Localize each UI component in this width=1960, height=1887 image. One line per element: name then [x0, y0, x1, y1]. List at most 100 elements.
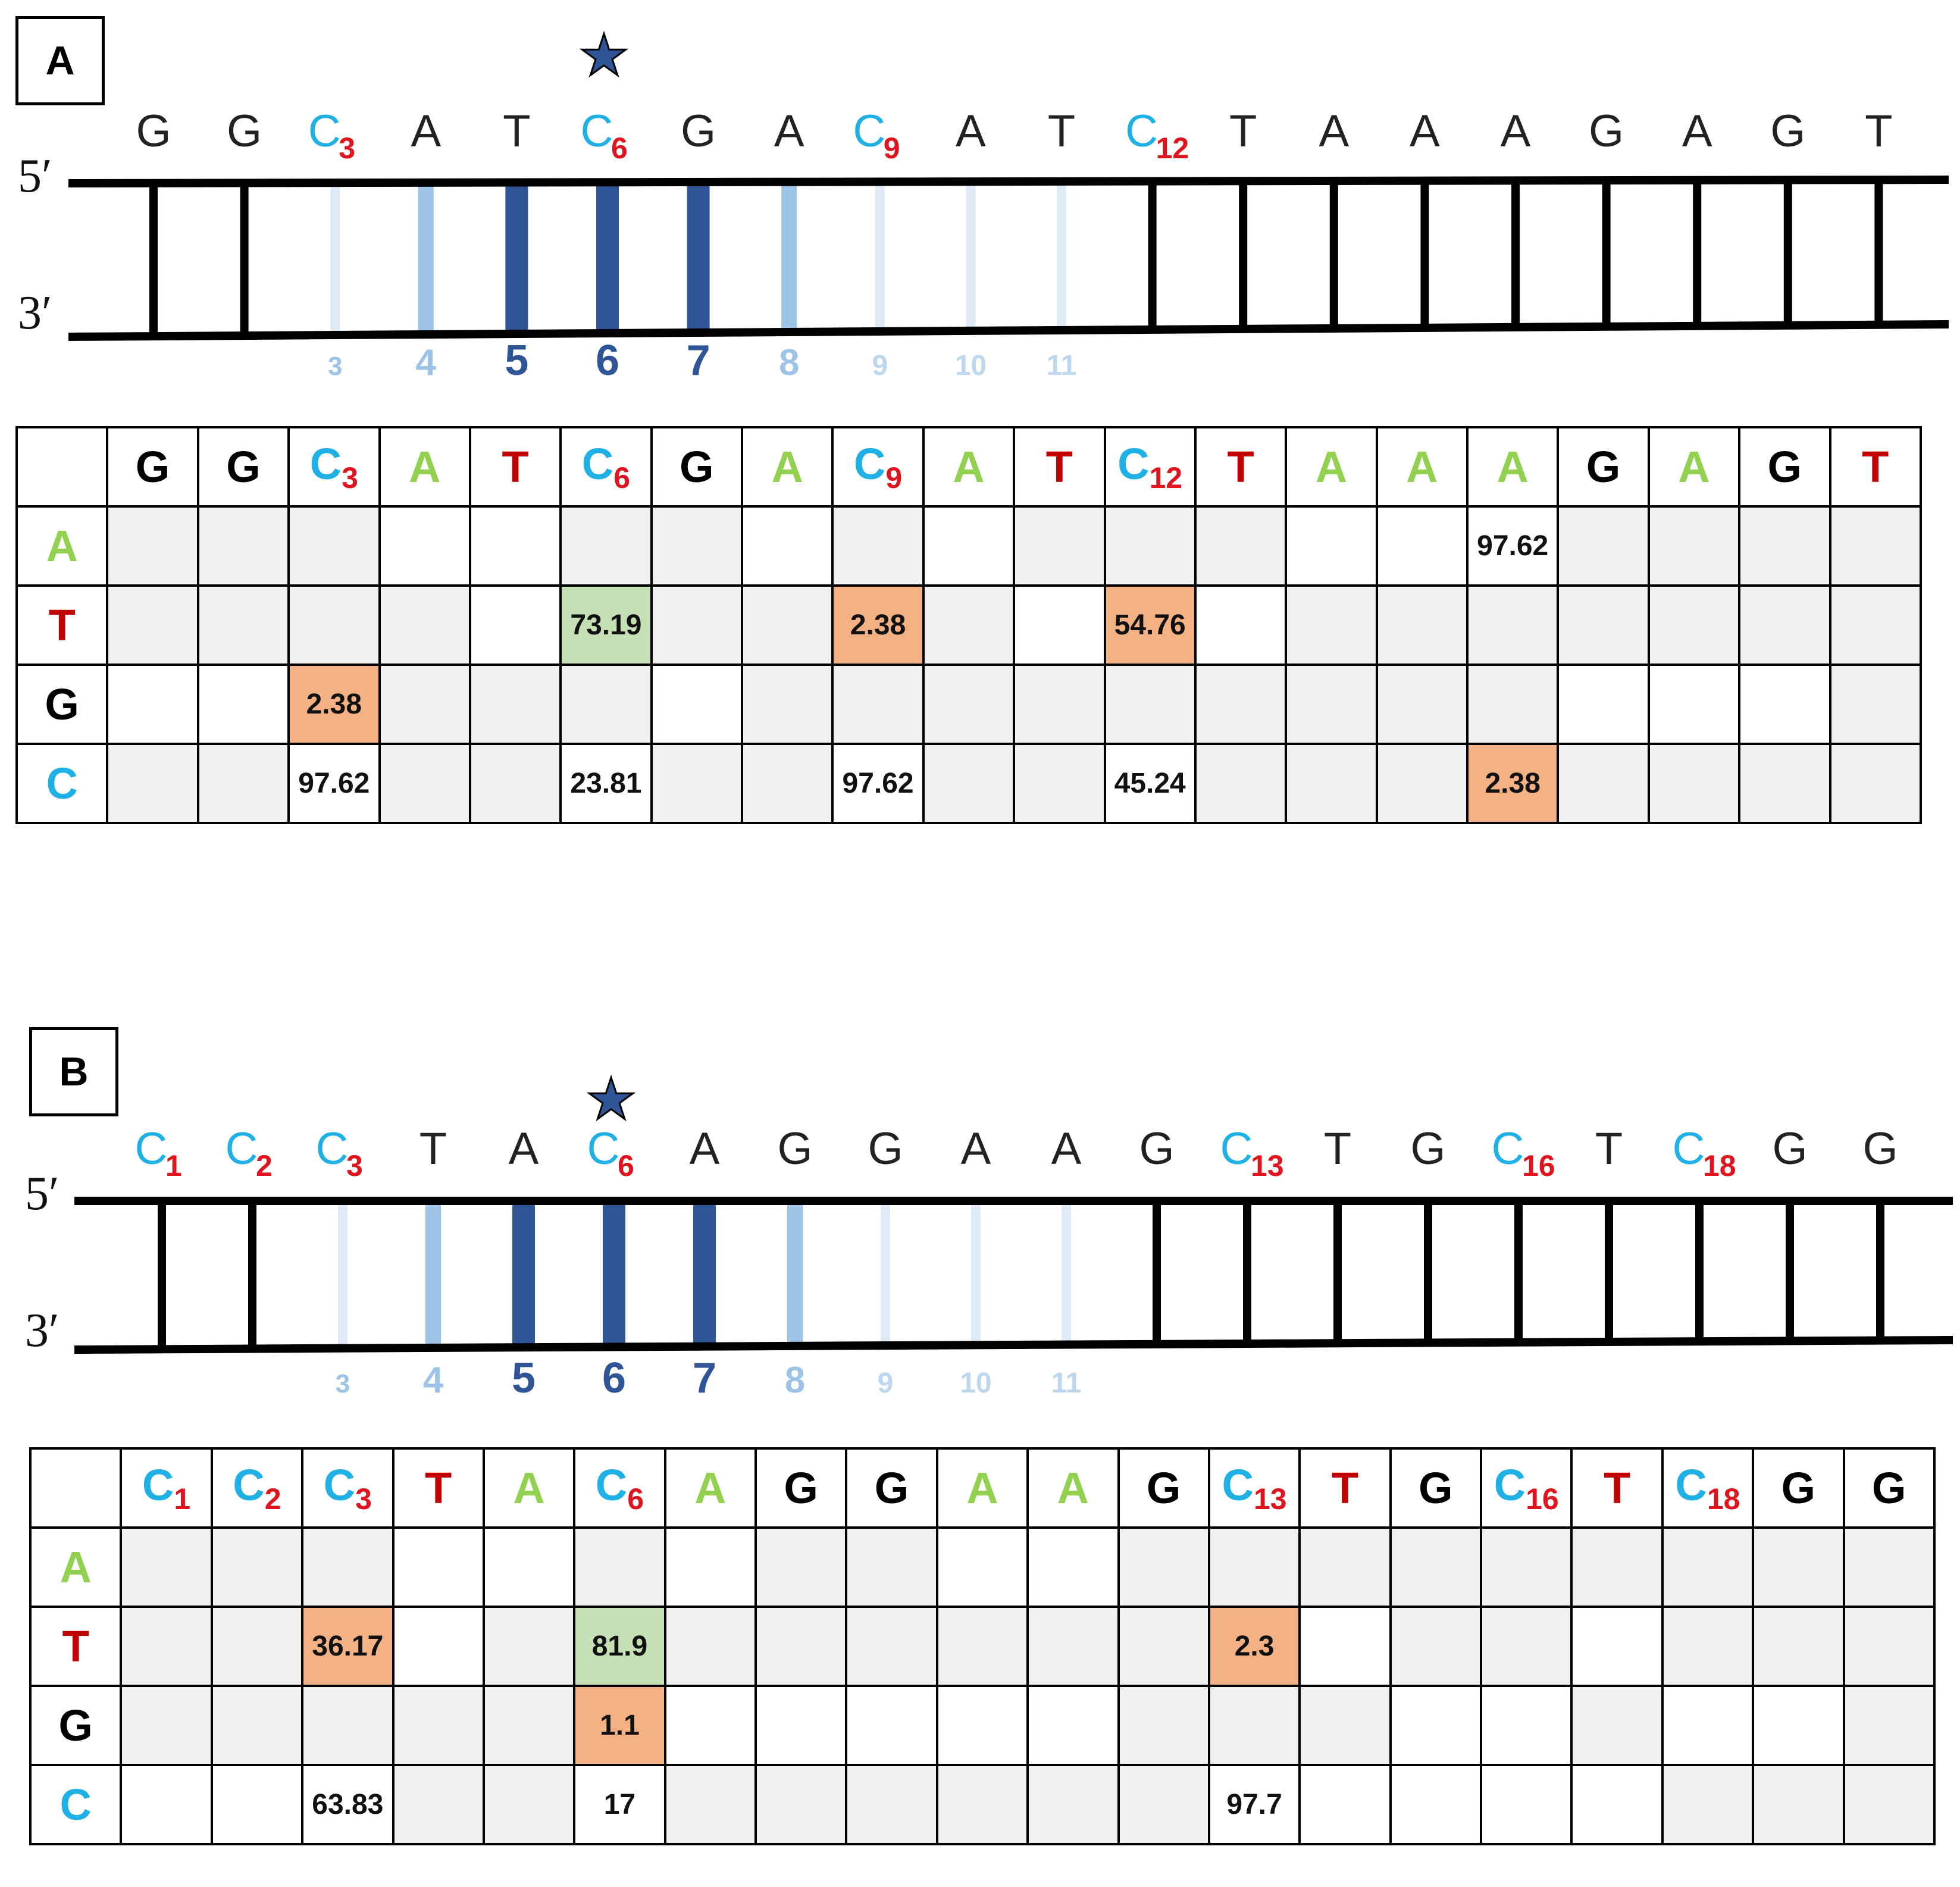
table-cell: [482, 1526, 576, 1608]
table-cell: [845, 1606, 938, 1687]
table-cell: [740, 743, 834, 824]
table-cell: [754, 1764, 848, 1845]
table-cell: [663, 1606, 757, 1687]
table-cell: [1194, 664, 1288, 745]
column-base: G: [135, 442, 170, 492]
table-cell: [287, 505, 381, 587]
base-subscript: 6: [611, 132, 628, 165]
column-header: C6: [559, 426, 653, 508]
position-number: 11: [1047, 350, 1077, 381]
table-cell: [935, 1526, 1029, 1608]
position-number: 4: [416, 342, 437, 383]
table-cell: [1570, 1526, 1664, 1608]
sequence-base: A: [1410, 106, 1440, 157]
panel-b: B ★ 5′ 3′ C 1 C 2 C 3 T A C 6 A G G A A G C 13 T G C 16 T C 18 G G 3 4…: [0, 1012, 1960, 1887]
table-cell: [1752, 1764, 1845, 1845]
dna-duplex-diagram: 5′3′C1 C2 C3 T A C6 A G G A A G C13 T G C16 T C18 G G3 4 5 6 7 8…: [25, 1124, 1953, 1402]
sequence-base: G: [1770, 106, 1805, 157]
column-header: C9: [831, 426, 925, 508]
table-row: C 97.62 23.81 97.62 45.24 2.38: [15, 743, 1922, 824]
table-cell: [1117, 1685, 1210, 1766]
table-cell: [754, 1526, 848, 1608]
table-cell: [287, 584, 381, 666]
table-cell: [1375, 505, 1469, 587]
table-cell: [845, 1685, 938, 1766]
table-cell: [210, 1526, 304, 1608]
sequence-base: G: [1410, 1124, 1445, 1174]
column-base: A: [1315, 442, 1348, 492]
position-number: 3: [336, 1369, 350, 1398]
row-header: G: [15, 664, 109, 745]
table-cell: [1661, 1606, 1755, 1687]
table-cell: [1829, 743, 1922, 824]
cell-value: 97.62: [842, 768, 914, 799]
position-number: 3: [328, 352, 342, 381]
column-header: A: [922, 426, 1016, 508]
table-cell: [935, 1606, 1029, 1687]
star-marker-icon: ★: [577, 24, 630, 87]
sequence-base: T: [1048, 106, 1075, 157]
column-header: A: [1466, 426, 1560, 508]
sequence-base: A: [1319, 106, 1349, 157]
table-cell: 81.9: [573, 1606, 666, 1687]
table-cell: [120, 1685, 213, 1766]
table-cell: [1466, 664, 1560, 745]
table-cell: [1479, 1606, 1573, 1687]
table-cell: [210, 1764, 304, 1845]
table-header-row: C1 C2 C3 T A C6 A G G A A G C13 T G C16 T C18 G G: [29, 1447, 1936, 1529]
table-cell: [468, 584, 562, 666]
table-cell: [559, 664, 653, 745]
table-cell: 2.3: [1207, 1606, 1301, 1687]
column-subscript: 3: [342, 461, 358, 495]
table-cell: [482, 1764, 576, 1845]
table-cell: [935, 1685, 1029, 1766]
table-cell: [650, 584, 744, 666]
base-subscript: 13: [1251, 1149, 1284, 1182]
position-number: 7: [693, 1354, 716, 1402]
column-subscript: 12: [1149, 461, 1183, 495]
cell-value: 45.24: [1114, 768, 1186, 799]
sequence-base: A: [411, 106, 441, 157]
column-header: T: [1570, 1447, 1664, 1529]
table-cell: [1194, 584, 1288, 666]
position-number: 8: [785, 1360, 805, 1401]
column-base: A: [771, 442, 803, 492]
table-cell: [1842, 1685, 1936, 1766]
sequence-base: G: [1862, 1124, 1898, 1174]
table-cell: [1285, 505, 1378, 587]
table-cell: [1738, 743, 1831, 824]
position-number: 10: [955, 350, 987, 381]
column-base: T: [425, 1463, 452, 1513]
cell-value: 81.9: [591, 1631, 648, 1662]
row-base: A: [46, 521, 78, 571]
column-header: C13: [1207, 1447, 1301, 1529]
sequence-base: T: [1595, 1124, 1623, 1174]
column-header: G: [1738, 426, 1831, 508]
strand-3-label: 3′: [18, 287, 52, 339]
table-row: G 1.1: [29, 1685, 1936, 1766]
table-cell: [196, 584, 290, 666]
table-cell: [663, 1685, 757, 1766]
column-header: C16: [1479, 1447, 1573, 1529]
table-cell: [1103, 505, 1197, 587]
table-cell: [1661, 1764, 1755, 1845]
column-base: C9: [853, 439, 903, 495]
column-base: A: [1057, 1463, 1089, 1513]
table-cell: [301, 1526, 394, 1608]
position-number: 9: [872, 350, 888, 381]
table-cell: [468, 743, 562, 824]
table-cell: [1647, 505, 1741, 587]
column-base: C3: [309, 439, 358, 495]
top-strand-line: [68, 176, 1949, 187]
table-cell: [196, 743, 290, 824]
column-base: T: [1603, 1463, 1631, 1513]
position-number: 10: [960, 1367, 991, 1399]
sequence-base: C: [226, 1124, 258, 1174]
row-base: A: [60, 1542, 92, 1592]
column-base: A: [953, 442, 985, 492]
sequence-base: C: [308, 106, 341, 157]
sequence-base: G: [868, 1124, 903, 1174]
column-header: C2: [210, 1447, 304, 1529]
panel-label: B: [29, 1027, 118, 1116]
table-cell: [1752, 1606, 1845, 1687]
